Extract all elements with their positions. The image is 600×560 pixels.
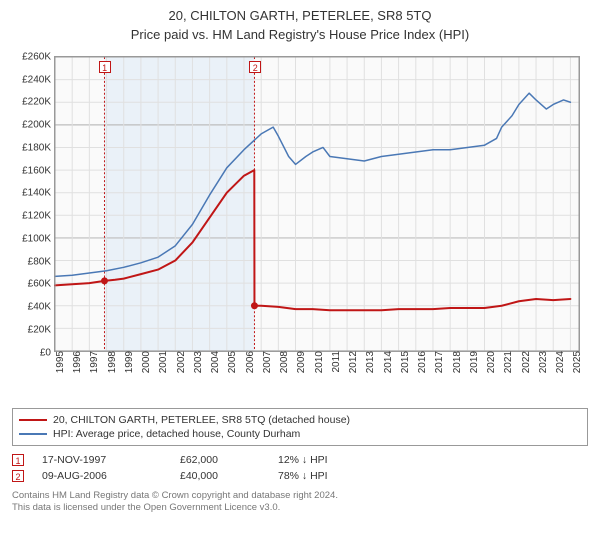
- y-tick-label: £220K: [22, 97, 55, 108]
- y-tick-label: £180K: [22, 142, 55, 153]
- legend-item: HPI: Average price, detached house, Coun…: [19, 427, 581, 441]
- x-tick-label: 1998: [103, 351, 118, 373]
- y-tick-label: £140K: [22, 188, 55, 199]
- x-tick-label: 2025: [568, 351, 583, 373]
- title-address: 20, CHILTON GARTH, PETERLEE, SR8 5TQ: [10, 8, 590, 25]
- x-tick-label: 2009: [292, 351, 307, 373]
- y-tick-label: £260K: [22, 51, 55, 62]
- x-tick-label: 2017: [430, 351, 445, 373]
- x-tick-label: 2024: [551, 351, 566, 373]
- x-tick-label: 2000: [137, 351, 152, 373]
- sales-price: £40,000: [180, 470, 260, 482]
- plot-svg: [55, 57, 579, 351]
- x-tick-label: 2006: [241, 351, 256, 373]
- legend: 20, CHILTON GARTH, PETERLEE, SR8 5TQ (de…: [12, 408, 588, 446]
- x-tick-label: 2023: [534, 351, 549, 373]
- chart-zone: £0£20K£40K£60K£80K£100K£120K£140K£160K£1…: [10, 52, 590, 402]
- x-tick-label: 2011: [327, 351, 342, 373]
- attribution-line2: This data is licensed under the Open Gov…: [12, 502, 588, 514]
- y-tick-label: £60K: [28, 279, 55, 290]
- sales-marker: 2: [12, 470, 24, 482]
- x-tick-label: 2022: [517, 351, 532, 373]
- y-tick-label: £40K: [28, 302, 55, 313]
- sales-delta: 12% ↓ HPI: [278, 454, 378, 466]
- legend-label: 20, CHILTON GARTH, PETERLEE, SR8 5TQ (de…: [53, 414, 350, 426]
- sales-date: 17-NOV-1997: [42, 454, 162, 466]
- x-tick-label: 2007: [258, 351, 273, 373]
- sale-marker-1: 1: [99, 61, 111, 73]
- y-tick-label: £80K: [28, 256, 55, 267]
- title-block: 20, CHILTON GARTH, PETERLEE, SR8 5TQ Pri…: [10, 8, 590, 44]
- sales-price: £62,000: [180, 454, 260, 466]
- x-tick-label: 2013: [361, 351, 376, 373]
- chart-container: 20, CHILTON GARTH, PETERLEE, SR8 5TQ Pri…: [0, 0, 600, 560]
- x-tick-label: 2005: [223, 351, 238, 373]
- x-tick-label: 2021: [499, 351, 514, 373]
- sales-row: 1 17-NOV-1997 £62,000 12% ↓ HPI: [12, 452, 588, 468]
- x-tick-label: 1996: [68, 351, 83, 373]
- x-tick-label: 2019: [465, 351, 480, 373]
- y-tick-label: £160K: [22, 165, 55, 176]
- x-tick-label: 1995: [51, 351, 66, 373]
- x-tick-label: 2014: [379, 351, 394, 373]
- y-tick-label: £200K: [22, 120, 55, 131]
- sales-date: 09-AUG-2006: [42, 470, 162, 482]
- y-tick-label: £20K: [28, 325, 55, 336]
- legend-swatch: [19, 419, 47, 421]
- y-tick-label: £120K: [22, 211, 55, 222]
- x-tick-label: 2016: [413, 351, 428, 373]
- x-tick-label: 2001: [154, 351, 169, 373]
- sales-row: 2 09-AUG-2006 £40,000 78% ↓ HPI: [12, 468, 588, 484]
- x-tick-label: 2004: [206, 351, 221, 373]
- plot-area: £0£20K£40K£60K£80K£100K£120K£140K£160K£1…: [54, 56, 580, 352]
- sales-marker: 1: [12, 454, 24, 466]
- sales-delta: 78% ↓ HPI: [278, 470, 378, 482]
- x-tick-label: 2012: [344, 351, 359, 373]
- legend-item: 20, CHILTON GARTH, PETERLEE, SR8 5TQ (de…: [19, 413, 581, 427]
- sales-table: 1 17-NOV-1997 £62,000 12% ↓ HPI 2 09-AUG-2006…: [12, 452, 588, 484]
- x-tick-label: 2003: [189, 351, 204, 373]
- x-tick-label: 2010: [310, 351, 325, 373]
- legend-swatch: [19, 433, 47, 435]
- attribution: Contains HM Land Registry data © Crown c…: [12, 490, 588, 515]
- x-tick-label: 2020: [482, 351, 497, 373]
- attribution-line1: Contains HM Land Registry data © Crown c…: [12, 490, 588, 502]
- title-subtitle: Price paid vs. HM Land Registry's House …: [10, 27, 590, 44]
- sale-marker-2: 2: [249, 61, 261, 73]
- x-tick-label: 2015: [396, 351, 411, 373]
- y-tick-label: £240K: [22, 74, 55, 85]
- x-tick-label: 2018: [448, 351, 463, 373]
- x-tick-label: 1997: [85, 351, 100, 373]
- legend-label: HPI: Average price, detached house, Coun…: [53, 428, 300, 440]
- y-tick-label: £100K: [22, 233, 55, 244]
- x-tick-label: 2008: [275, 351, 290, 373]
- x-tick-label: 1999: [120, 351, 135, 373]
- x-tick-label: 2002: [172, 351, 187, 373]
